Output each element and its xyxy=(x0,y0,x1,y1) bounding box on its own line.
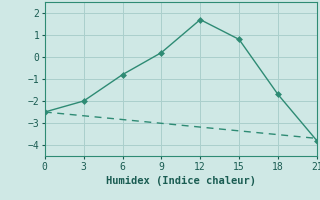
X-axis label: Humidex (Indice chaleur): Humidex (Indice chaleur) xyxy=(106,176,256,186)
